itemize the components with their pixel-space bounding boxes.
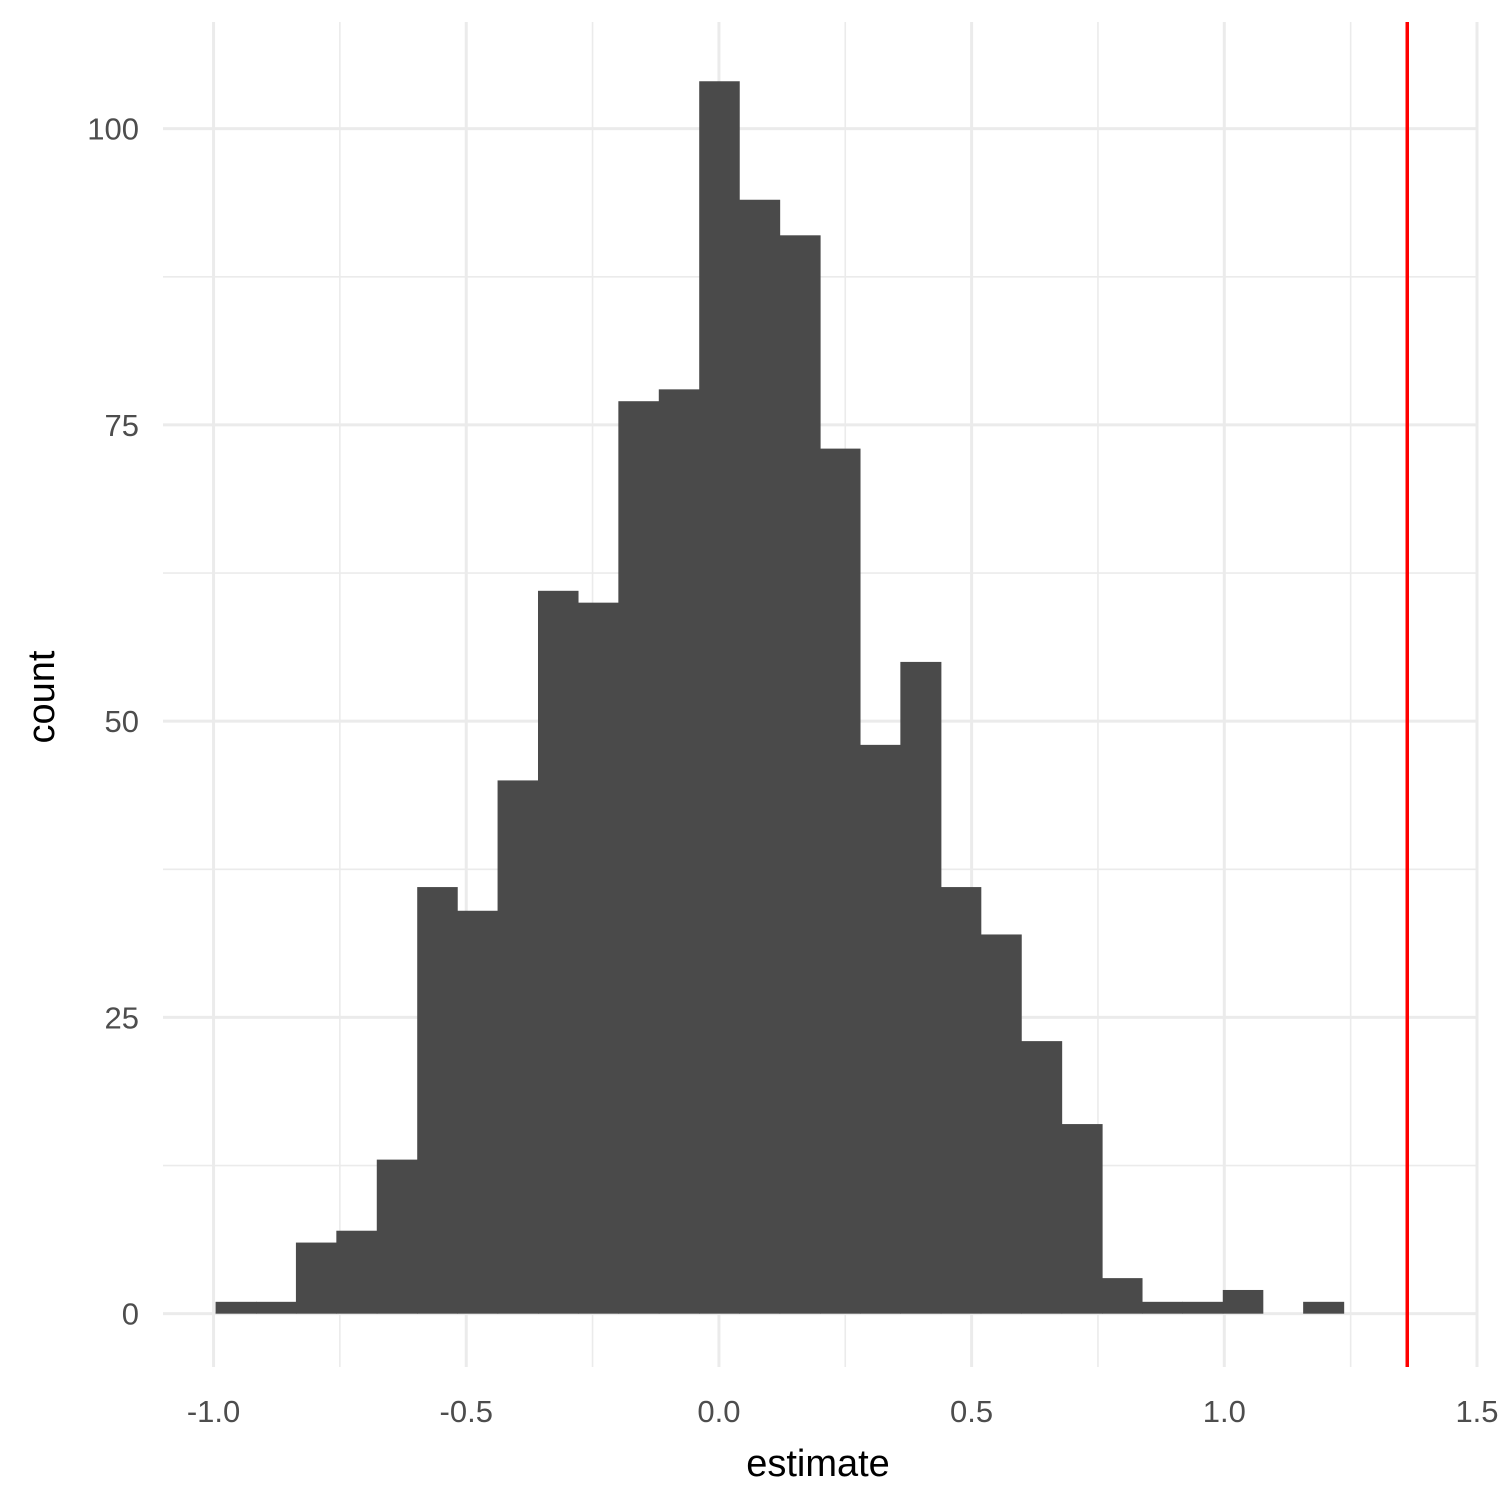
histogram-bar (900, 661, 942, 1314)
x-axis-title: estimate (746, 1443, 890, 1485)
histogram-bar (739, 199, 781, 1314)
histogram-bar (336, 1230, 378, 1314)
histogram-bar (980, 934, 1022, 1314)
x-tick-label: 0.0 (697, 1394, 740, 1429)
histogram-bar (940, 887, 982, 1314)
x-tick-label: -1.0 (187, 1394, 240, 1429)
histogram-bar (1141, 1301, 1183, 1314)
histogram-bar (577, 602, 619, 1314)
histogram-bar (1303, 1301, 1345, 1314)
y-tick-label: 50 (105, 704, 139, 739)
histogram-bar (537, 590, 579, 1314)
histogram-bar (215, 1301, 257, 1314)
x-tick-label: 1.0 (1203, 1394, 1246, 1429)
x-tick-label: 1.5 (1455, 1394, 1498, 1429)
y-axis-title: count (21, 650, 63, 743)
histogram-bar (1182, 1301, 1224, 1314)
histogram-bar (255, 1301, 297, 1314)
y-axis-ticks: 0 25 50 75 100 (87, 112, 139, 1332)
x-axis-ticks: -1.0 -0.5 0.0 0.5 1.0 1.5 (187, 1394, 1499, 1429)
x-tick-label: -0.5 (440, 1394, 493, 1429)
histogram-bar (457, 910, 499, 1314)
histogram-bar (820, 448, 861, 1314)
histogram-bar (618, 401, 660, 1314)
histogram-bar (699, 81, 740, 1314)
histogram-bar (295, 1242, 337, 1314)
y-tick-label: 25 (105, 1000, 139, 1035)
histogram-bar (1222, 1289, 1264, 1314)
x-tick-label: 0.5 (950, 1394, 993, 1429)
histogram-bar (859, 744, 901, 1314)
y-tick-label: 100 (87, 112, 139, 147)
histogram-bar (1102, 1278, 1143, 1314)
histogram-bar (417, 887, 458, 1314)
histogram-bars (215, 81, 1345, 1314)
histogram-bar (1061, 1124, 1103, 1314)
histogram-bar (376, 1159, 418, 1314)
histogram-bar (779, 235, 821, 1314)
histogram-bar (658, 389, 700, 1314)
y-tick-label: 0 (122, 1297, 139, 1332)
y-tick-label: 75 (105, 408, 139, 443)
histogram-bar (497, 780, 539, 1314)
histogram-bar (1021, 1041, 1063, 1314)
